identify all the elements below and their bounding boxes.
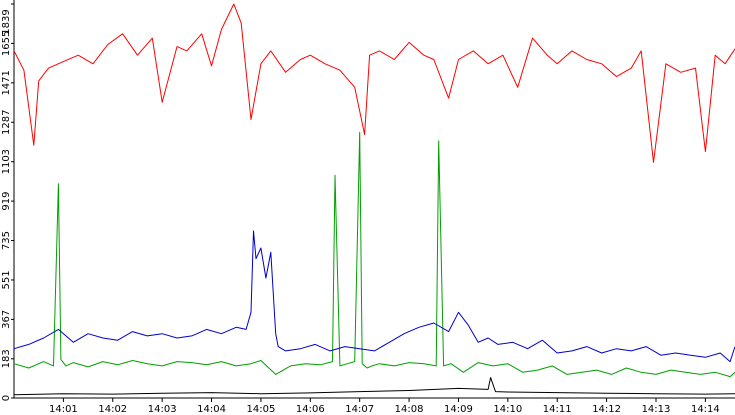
x-tick-label: 14:14 <box>691 404 720 415</box>
series-line-2 <box>13 131 735 378</box>
x-tick-label: 14:06 <box>296 404 325 415</box>
y-tick-label: 367 <box>1 310 12 329</box>
x-tick-label: 14:05 <box>247 404 276 415</box>
x-tick-label: 14:10 <box>493 404 522 415</box>
y-tick-label: 0 <box>1 395 12 401</box>
x-tick-label: 14:02 <box>98 404 127 415</box>
series-line-4 <box>13 377 735 396</box>
x-tick-label: 14:08 <box>395 404 424 415</box>
x-tick-label: 14:13 <box>642 404 671 415</box>
y-tick-label: 919 <box>1 192 12 211</box>
x-tick-label: 14:01 <box>49 404 78 415</box>
x-tick-label: 14:11 <box>543 404 572 415</box>
y-tick-label: 1103 <box>1 149 12 174</box>
y-tick-label: 1655 <box>1 31 12 56</box>
y-tick-label: 735 <box>1 231 12 250</box>
x-tick-label: 14:09 <box>444 404 473 415</box>
x-tick-label: 14:03 <box>148 404 177 415</box>
x-tick-label: 14:04 <box>197 404 226 415</box>
y-tick-label: 1287 <box>1 110 12 135</box>
series-group <box>13 3 735 396</box>
y-tick-label: 551 <box>1 270 12 289</box>
y-tick-label: 1471 <box>1 70 12 95</box>
x-tick-label: 14:07 <box>345 404 374 415</box>
series-line-1 <box>13 3 735 163</box>
series-line-3 <box>13 230 735 363</box>
y-tick-label: 1839 <box>1 9 12 34</box>
x-axis: 14:01 14:02 14:03 14:04 14:05 14:06 14:07 14:08… <box>14 397 735 415</box>
y-tick-label: 183 <box>1 349 12 368</box>
x-tick-label: 14:12 <box>592 404 621 415</box>
